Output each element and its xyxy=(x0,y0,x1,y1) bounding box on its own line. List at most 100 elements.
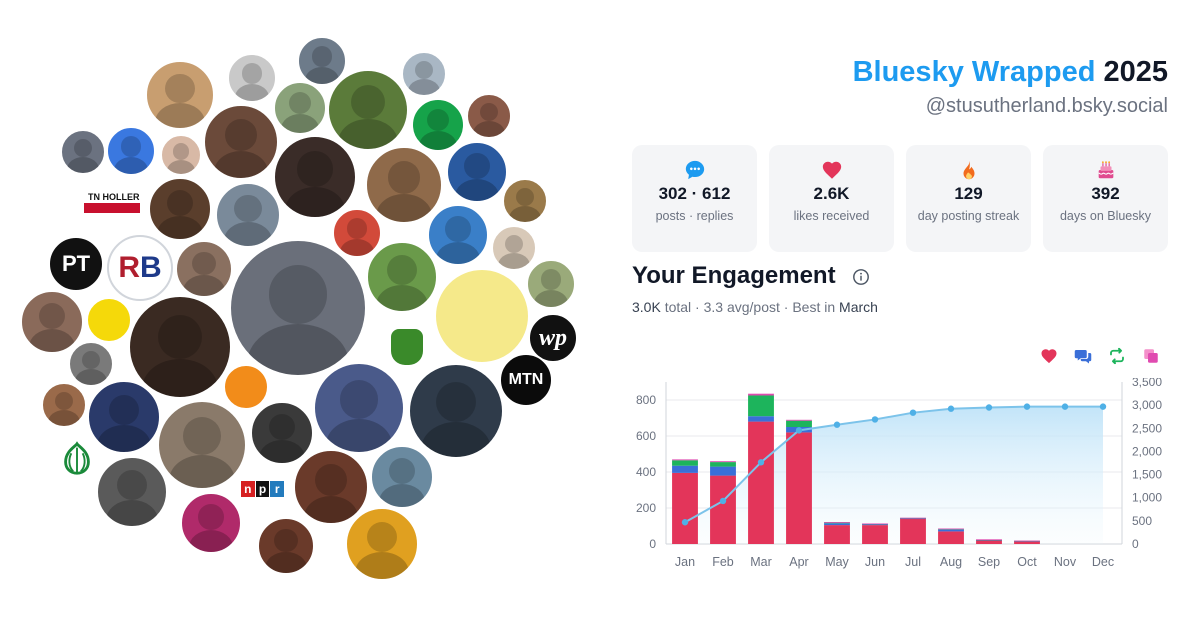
heart-icon xyxy=(822,161,841,179)
y-right-tick-label: 500 xyxy=(1132,514,1152,528)
avatar xyxy=(106,126,156,176)
avatar xyxy=(157,400,247,490)
y-left-tick-label: 600 xyxy=(636,429,656,443)
avatar xyxy=(491,225,537,271)
avatar xyxy=(345,507,419,581)
bar-segment-likes xyxy=(824,525,850,544)
y-right-tick-label: 1,000 xyxy=(1132,491,1162,505)
stat-label: posts · replies xyxy=(655,209,734,223)
stat-card-posts: 302 · 612 posts · replies xyxy=(632,145,757,252)
bar-segment-quotes xyxy=(1014,540,1040,542)
stat-value: 2.6K xyxy=(813,184,850,203)
cartoon-avatar xyxy=(86,297,132,343)
bar-segment-reposts xyxy=(710,462,736,467)
cumulative-line-group xyxy=(681,403,1107,526)
cumulative-line xyxy=(684,405,1103,524)
npr-letter: n xyxy=(244,482,252,496)
repost-icon[interactable] xyxy=(1108,347,1126,365)
bar-segment-likes xyxy=(938,531,964,544)
x-tick-label: Aug xyxy=(940,555,962,569)
avatar xyxy=(273,135,357,219)
x-tick-label: Jul xyxy=(905,555,921,569)
cartoon-portrait-avatar xyxy=(434,268,530,364)
y-right-tick-label: 2,500 xyxy=(1132,421,1162,435)
bar-segment-quotes xyxy=(672,459,698,461)
mtn-logo-text: MTN xyxy=(501,355,551,405)
y-left-tick-label: 200 xyxy=(636,501,656,515)
avatar xyxy=(327,69,409,151)
onion-stripe xyxy=(68,447,86,473)
cumulative-point xyxy=(719,497,727,505)
cumulative-point xyxy=(1061,403,1069,410)
reply-icon[interactable] xyxy=(1074,347,1092,365)
npr-letter: r xyxy=(274,482,280,496)
bar-segment-likes xyxy=(748,421,774,544)
page-title: Bluesky Wrapped 2025 xyxy=(853,56,1168,89)
tn-holler-logo: TN HOLLER xyxy=(84,192,140,216)
mtn-logo-label: MTN xyxy=(508,371,544,388)
avatar xyxy=(297,36,347,86)
engagement-summary: 3.0K total · 3.3 avg/post · Best in Marc… xyxy=(632,299,878,315)
bar-segment-replies xyxy=(824,523,850,526)
avatar xyxy=(215,182,281,248)
onion-logo xyxy=(64,441,90,475)
heart-icon[interactable] xyxy=(1040,347,1058,365)
avatar xyxy=(148,177,212,241)
speech-bubble-icon xyxy=(685,160,704,180)
avatar xyxy=(160,134,202,176)
y-right-tick-label: 0 xyxy=(1132,537,1139,551)
stat-label: day posting streak xyxy=(917,209,1020,223)
bar-segment-quotes xyxy=(824,522,850,523)
y-right-tick-label: 3,500 xyxy=(1132,378,1162,389)
wp-logo-text: wp xyxy=(530,315,576,361)
info-icon[interactable] xyxy=(852,268,870,286)
mtn-logo: MTN xyxy=(499,353,553,407)
title-brand: Bluesky Wrapped xyxy=(852,56,1096,88)
npr-letter: p xyxy=(258,482,267,496)
x-tick-label: Sep xyxy=(978,555,1000,569)
avatar xyxy=(293,449,369,525)
bar-segment-likes xyxy=(786,432,812,544)
avatar xyxy=(401,51,447,97)
x-tick-label: Jan xyxy=(675,555,695,569)
cumulative-point xyxy=(1023,403,1031,410)
avatar xyxy=(250,401,314,465)
bar-segment-likes xyxy=(976,540,1002,544)
x-tick-label: Mar xyxy=(750,555,772,569)
avatar xyxy=(411,98,465,152)
avatar xyxy=(41,382,87,428)
stat-card-streak: 129 day posting streak xyxy=(906,145,1031,252)
chart-legend xyxy=(1040,347,1170,367)
bar-segment-likes xyxy=(1014,541,1040,544)
bar-segment-replies xyxy=(672,465,698,473)
avatar xyxy=(203,104,279,180)
stat-value: 302 · 612 xyxy=(658,184,731,203)
x-tick-label: Apr xyxy=(789,555,808,569)
bar-segment-quotes xyxy=(900,517,926,519)
engagement-best-prefix: · Best in xyxy=(779,299,840,315)
bar-segment-replies xyxy=(748,416,774,422)
cumulative-point xyxy=(795,427,803,434)
bar-segment-likes xyxy=(900,518,926,544)
stat-value: 129 xyxy=(954,184,983,203)
flame-icon xyxy=(963,160,974,180)
rb-logo-b: B xyxy=(140,251,162,284)
x-tick-label: Oct xyxy=(1017,555,1037,569)
x-tick-label: Dec xyxy=(1092,555,1114,569)
bar-segment-quotes xyxy=(748,393,774,396)
npr-letter-box: n xyxy=(241,481,255,497)
quote-icon[interactable] xyxy=(1142,347,1160,365)
bar-segment-quotes xyxy=(862,523,888,525)
x-tick-label: May xyxy=(825,555,849,569)
fist-logo-badge xyxy=(391,329,423,365)
avatar xyxy=(446,141,508,203)
bar-segment-quotes xyxy=(786,419,812,421)
npr-letter-box: r xyxy=(270,481,285,497)
npr-letter-box: p xyxy=(255,481,270,497)
avatar xyxy=(87,380,161,454)
bar-segment-reposts xyxy=(672,460,698,466)
chart-ticks: 0 200 400 600 800 0 500 1,000 1,500 2,000 2,500 3,0… xyxy=(636,378,1162,569)
engagement-title: Your Engagement xyxy=(632,262,836,289)
avatar xyxy=(145,60,215,130)
